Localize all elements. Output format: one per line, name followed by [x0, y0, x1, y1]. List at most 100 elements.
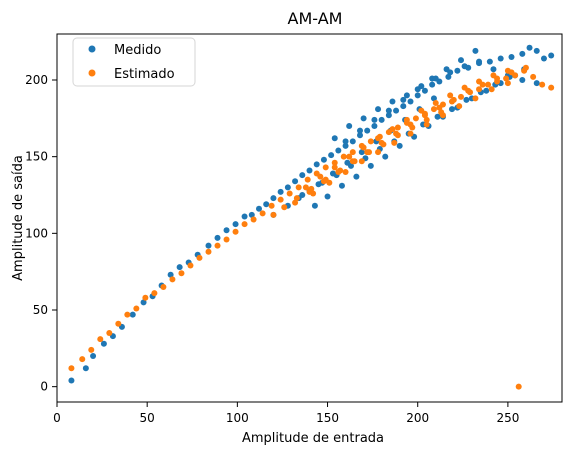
- series-0-point: [335, 147, 342, 154]
- series-1-point: [380, 141, 387, 148]
- series-0-point: [454, 67, 461, 74]
- series-0-point: [472, 47, 479, 54]
- series-1-point: [436, 104, 443, 111]
- series-0-point: [347, 162, 354, 169]
- series-1-point: [160, 284, 167, 290]
- series-0-point: [353, 173, 360, 180]
- points-layer: [68, 44, 555, 390]
- series-0-point: [385, 112, 392, 119]
- series-0-point: [414, 92, 421, 99]
- series-0-point: [430, 95, 437, 102]
- y-tick-label: 0: [40, 380, 48, 394]
- series-0-point: [342, 138, 349, 145]
- series-1-point: [169, 276, 176, 283]
- series-0-point: [346, 123, 353, 129]
- series-1-point: [317, 173, 324, 180]
- series-0-point: [375, 106, 382, 113]
- series-1-point: [494, 75, 501, 82]
- series-1-point: [250, 216, 257, 223]
- series-0-point: [434, 113, 441, 120]
- series-1-point: [375, 135, 382, 142]
- series-0-point: [338, 182, 345, 189]
- x-axis-ticks: 0 50 100 150 200 250: [53, 402, 519, 425]
- series-0-point: [429, 81, 436, 88]
- series-1-point: [503, 75, 510, 82]
- series-1-point: [106, 330, 113, 336]
- series-1-point: [539, 81, 546, 88]
- legend-label-medido: Medido: [114, 43, 161, 58]
- series-1-point: [337, 167, 344, 174]
- series-0-point: [90, 353, 97, 359]
- series-0-point: [371, 123, 378, 129]
- series-0-point: [403, 92, 410, 99]
- series-0-point: [540, 55, 547, 62]
- series-1-point: [322, 176, 329, 183]
- series-0-point: [331, 135, 338, 142]
- series-0-point: [342, 142, 349, 149]
- series-1-point: [530, 73, 537, 80]
- x-tick-label: 100: [226, 411, 249, 425]
- series-1-point: [438, 109, 445, 116]
- series-0-point: [393, 107, 400, 114]
- series-0-point: [248, 211, 255, 218]
- series-1-point: [223, 236, 230, 243]
- series-0-point: [349, 138, 356, 145]
- series-1-point: [409, 124, 416, 131]
- series-1-point: [97, 336, 104, 343]
- series-0-point: [432, 75, 439, 82]
- series-1-point: [391, 139, 398, 146]
- series-1-point: [304, 176, 311, 183]
- series-0-point: [306, 167, 313, 174]
- legend-marker-estimado: [88, 69, 96, 77]
- series-0-point: [421, 87, 428, 94]
- series-0-point: [223, 227, 230, 234]
- series-0-point: [270, 195, 277, 202]
- y-tick-label: 100: [25, 226, 48, 240]
- series-1-point: [331, 159, 338, 166]
- series-1-point: [458, 93, 464, 100]
- series-1-point: [259, 210, 266, 217]
- y-axis-label: Amplitude de saída: [11, 155, 26, 281]
- series-0-point: [418, 83, 425, 90]
- series-0-point: [328, 152, 335, 159]
- series-1-point: [302, 184, 309, 191]
- series-0-point: [519, 50, 526, 57]
- series-1-point: [196, 254, 203, 261]
- series-1-point: [151, 290, 158, 297]
- series-1-point: [367, 138, 374, 145]
- series-1-point: [504, 80, 511, 87]
- series-1-point: [351, 158, 358, 165]
- series-1-point: [281, 204, 288, 211]
- series-1-point: [342, 169, 349, 175]
- series-0-point: [476, 58, 483, 65]
- series-0-point: [533, 47, 540, 54]
- series-0-point: [533, 80, 540, 87]
- series-1-point: [423, 121, 430, 128]
- series-1-point: [187, 262, 194, 269]
- series-0-point: [241, 213, 248, 220]
- x-tick-label: 50: [140, 411, 155, 425]
- series-0-point: [490, 66, 497, 73]
- series-0-point: [313, 161, 320, 168]
- series-0-point: [508, 54, 515, 60]
- series-1-point: [349, 149, 356, 156]
- series-1-point: [508, 69, 515, 76]
- series-1-point: [488, 86, 495, 93]
- series-1-point: [270, 211, 277, 218]
- series-0-point: [360, 115, 367, 122]
- series-1-point: [331, 164, 338, 171]
- series-1-point: [232, 228, 239, 235]
- series-1-point: [515, 383, 522, 390]
- series-1-point: [430, 106, 437, 113]
- series-0-point: [320, 156, 327, 163]
- series-1-point: [423, 116, 430, 123]
- series-1-point: [286, 190, 293, 197]
- series-0-point: [448, 106, 455, 113]
- series-0-point: [396, 142, 403, 149]
- series-0-point: [167, 271, 174, 278]
- series-0-point: [129, 311, 136, 318]
- series-1-point: [68, 365, 75, 372]
- series-1-point: [178, 270, 185, 277]
- series-0-point: [382, 153, 389, 160]
- y-tick-label: 50: [33, 303, 48, 317]
